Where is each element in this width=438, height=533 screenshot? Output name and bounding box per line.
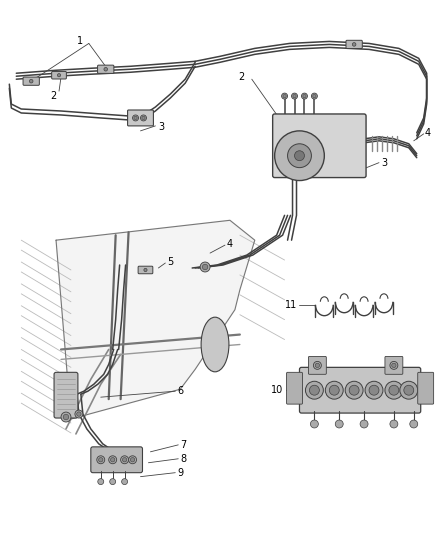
FancyBboxPatch shape bbox=[54, 373, 78, 418]
FancyBboxPatch shape bbox=[98, 65, 114, 74]
Text: 1: 1 bbox=[77, 36, 83, 46]
Circle shape bbox=[360, 420, 368, 428]
Circle shape bbox=[349, 385, 359, 395]
FancyBboxPatch shape bbox=[300, 367, 421, 413]
Circle shape bbox=[345, 381, 363, 399]
Circle shape bbox=[335, 420, 343, 428]
Text: 4: 4 bbox=[227, 239, 233, 249]
Circle shape bbox=[325, 381, 343, 399]
FancyBboxPatch shape bbox=[91, 447, 142, 473]
FancyBboxPatch shape bbox=[346, 41, 362, 49]
Text: 2: 2 bbox=[50, 91, 56, 101]
Circle shape bbox=[309, 385, 319, 395]
Circle shape bbox=[77, 412, 81, 416]
FancyBboxPatch shape bbox=[286, 373, 303, 404]
Text: 11: 11 bbox=[285, 300, 297, 310]
Circle shape bbox=[301, 93, 307, 99]
Circle shape bbox=[410, 420, 418, 428]
Circle shape bbox=[109, 456, 117, 464]
Circle shape bbox=[202, 264, 208, 270]
Circle shape bbox=[369, 385, 379, 395]
Circle shape bbox=[75, 410, 83, 418]
Polygon shape bbox=[56, 220, 255, 419]
Circle shape bbox=[110, 457, 115, 462]
Circle shape bbox=[142, 116, 145, 119]
Circle shape bbox=[315, 363, 320, 368]
Circle shape bbox=[313, 94, 316, 98]
FancyBboxPatch shape bbox=[127, 110, 153, 126]
FancyBboxPatch shape bbox=[52, 71, 67, 79]
Text: 4: 4 bbox=[425, 128, 431, 138]
FancyBboxPatch shape bbox=[308, 357, 326, 374]
Circle shape bbox=[134, 116, 137, 119]
Circle shape bbox=[311, 420, 318, 428]
Circle shape bbox=[110, 479, 116, 484]
Circle shape bbox=[133, 115, 138, 121]
Circle shape bbox=[122, 457, 127, 462]
Circle shape bbox=[390, 420, 398, 428]
Circle shape bbox=[99, 457, 103, 462]
Circle shape bbox=[292, 93, 297, 99]
Circle shape bbox=[275, 131, 324, 181]
Circle shape bbox=[400, 381, 418, 399]
Circle shape bbox=[314, 361, 321, 369]
Circle shape bbox=[57, 74, 60, 77]
FancyBboxPatch shape bbox=[273, 114, 366, 177]
Circle shape bbox=[303, 94, 306, 98]
Circle shape bbox=[311, 93, 318, 99]
FancyBboxPatch shape bbox=[138, 266, 153, 274]
Text: 3: 3 bbox=[381, 158, 387, 168]
Circle shape bbox=[200, 262, 210, 272]
Text: 6: 6 bbox=[177, 386, 184, 396]
Circle shape bbox=[404, 385, 414, 395]
Circle shape bbox=[129, 456, 137, 464]
Circle shape bbox=[98, 479, 104, 484]
Circle shape bbox=[61, 412, 71, 422]
Circle shape bbox=[390, 361, 398, 369]
Circle shape bbox=[352, 43, 356, 46]
Text: 7: 7 bbox=[180, 440, 187, 450]
Ellipse shape bbox=[201, 317, 229, 372]
Circle shape bbox=[293, 94, 296, 98]
Text: 5: 5 bbox=[167, 257, 173, 267]
Circle shape bbox=[385, 381, 403, 399]
Circle shape bbox=[392, 363, 396, 368]
Circle shape bbox=[288, 144, 311, 168]
Circle shape bbox=[97, 456, 105, 464]
Text: 10: 10 bbox=[271, 385, 283, 395]
Circle shape bbox=[144, 269, 147, 272]
Circle shape bbox=[141, 115, 146, 121]
Circle shape bbox=[282, 93, 288, 99]
Circle shape bbox=[63, 414, 69, 420]
FancyBboxPatch shape bbox=[23, 77, 39, 85]
Circle shape bbox=[122, 479, 127, 484]
Circle shape bbox=[329, 385, 339, 395]
Circle shape bbox=[294, 151, 304, 160]
Circle shape bbox=[29, 79, 33, 83]
Circle shape bbox=[104, 68, 107, 71]
Text: 2: 2 bbox=[239, 72, 245, 82]
Circle shape bbox=[120, 456, 129, 464]
Circle shape bbox=[131, 457, 135, 462]
Circle shape bbox=[389, 385, 399, 395]
FancyBboxPatch shape bbox=[385, 357, 403, 374]
Circle shape bbox=[283, 94, 286, 98]
Text: 9: 9 bbox=[177, 467, 184, 478]
Circle shape bbox=[305, 381, 323, 399]
Text: 3: 3 bbox=[159, 122, 165, 132]
Circle shape bbox=[365, 381, 383, 399]
FancyBboxPatch shape bbox=[418, 373, 434, 404]
Text: 8: 8 bbox=[180, 454, 187, 464]
